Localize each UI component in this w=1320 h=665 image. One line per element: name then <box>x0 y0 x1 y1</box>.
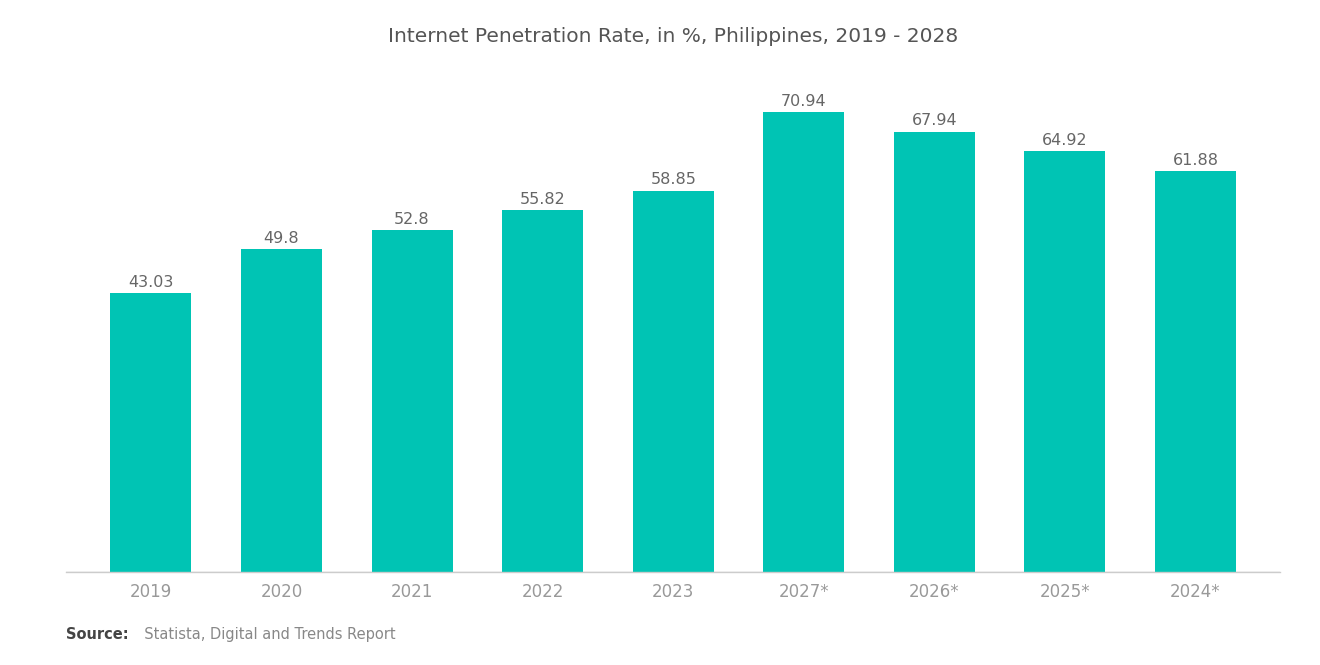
Bar <box>763 112 845 572</box>
Title: Internet Penetration Rate, in %, Philippines, 2019 - 2028: Internet Penetration Rate, in %, Philipp… <box>388 27 958 45</box>
Bar <box>894 132 975 572</box>
Text: 70.94: 70.94 <box>781 94 826 109</box>
Text: 67.94: 67.94 <box>912 114 957 128</box>
Text: 52.8: 52.8 <box>395 211 430 227</box>
Text: 61.88: 61.88 <box>1172 153 1218 168</box>
Bar <box>1155 171 1236 572</box>
Text: 49.8: 49.8 <box>264 231 300 246</box>
Bar <box>111 293 191 572</box>
Text: 43.03: 43.03 <box>128 275 173 290</box>
Bar <box>502 210 583 572</box>
Text: 55.82: 55.82 <box>520 192 565 207</box>
Text: 58.85: 58.85 <box>651 172 696 188</box>
Bar <box>242 249 322 572</box>
Text: 64.92: 64.92 <box>1041 133 1088 148</box>
Bar <box>632 191 714 572</box>
Bar <box>1024 151 1105 572</box>
Bar <box>371 230 453 572</box>
Text: Source:: Source: <box>66 626 128 642</box>
Text: Statista, Digital and Trends Report: Statista, Digital and Trends Report <box>135 626 395 642</box>
